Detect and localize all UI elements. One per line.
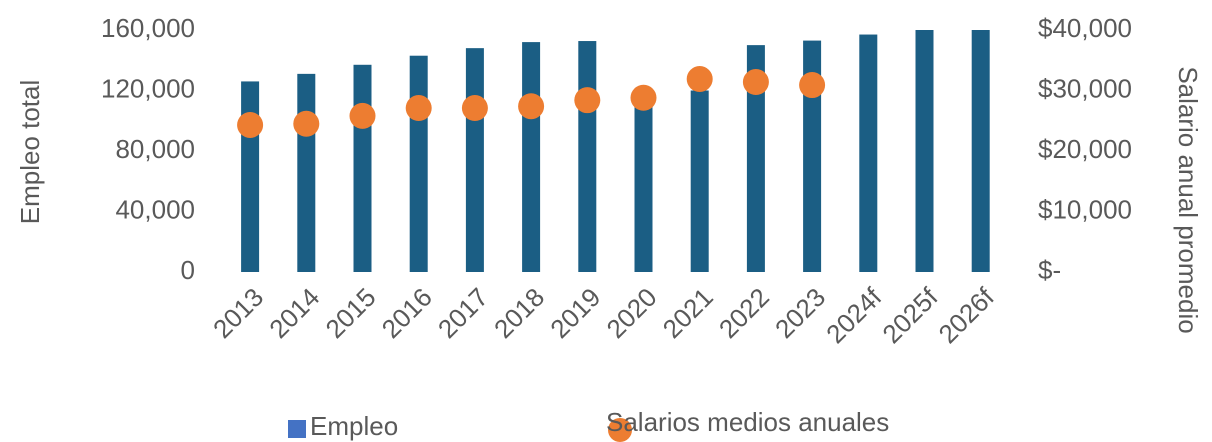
y2-tick-label: $20,000 bbox=[1038, 134, 1132, 164]
y-tick-label: 40,000 bbox=[115, 194, 195, 224]
x-tick-label: 2017 bbox=[432, 282, 494, 344]
legend-marker bbox=[288, 420, 306, 438]
bar bbox=[578, 41, 597, 273]
dot bbox=[574, 87, 601, 114]
x-tick-label: 2020 bbox=[600, 282, 662, 344]
x-tick-label: 2021 bbox=[657, 282, 719, 344]
y2-axis-title: Salario anual promedio bbox=[1173, 66, 1203, 333]
bar bbox=[634, 101, 653, 273]
bar bbox=[353, 64, 372, 272]
x-tick-label: 2026f bbox=[933, 281, 1001, 349]
legend-marker bbox=[608, 418, 632, 442]
bar bbox=[859, 34, 878, 272]
y2-tick-label: $30,000 bbox=[1038, 73, 1132, 103]
bar bbox=[522, 42, 541, 272]
dot bbox=[686, 66, 713, 93]
bar bbox=[803, 40, 822, 273]
x-tick-label: 2014 bbox=[263, 282, 325, 344]
legend-label: Empleo bbox=[310, 411, 398, 441]
y-tick-label: 80,000 bbox=[115, 134, 195, 164]
y2-tick-label: $40,000 bbox=[1038, 13, 1132, 43]
dot bbox=[518, 93, 545, 120]
x-tick-label: 2015 bbox=[319, 282, 381, 344]
bar bbox=[409, 55, 428, 273]
dot bbox=[237, 111, 264, 138]
dot bbox=[461, 95, 488, 122]
y2-tick-label: $10,000 bbox=[1038, 194, 1132, 224]
bar bbox=[915, 30, 934, 272]
bar bbox=[690, 90, 709, 272]
dot bbox=[630, 84, 657, 111]
x-tick-label: 2019 bbox=[544, 282, 606, 344]
dot bbox=[293, 110, 320, 137]
bar bbox=[465, 48, 484, 273]
x-tick-label: 2013 bbox=[207, 282, 269, 344]
bar bbox=[297, 73, 316, 272]
y2-tick-label: $- bbox=[1038, 255, 1061, 285]
dot bbox=[349, 102, 376, 129]
x-tick-label: 2024f bbox=[820, 281, 888, 349]
dot bbox=[742, 69, 769, 96]
bar bbox=[971, 30, 990, 272]
x-tick-label: 2025f bbox=[876, 281, 944, 349]
x-tick-label: 2022 bbox=[713, 282, 775, 344]
bar bbox=[746, 45, 765, 272]
legend-label: Salarios medios anuales bbox=[606, 407, 889, 437]
y-tick-label: 0 bbox=[181, 255, 195, 285]
x-tick-label: 2023 bbox=[769, 282, 831, 344]
bar bbox=[241, 81, 260, 272]
y-axis-title: Empleo total bbox=[15, 80, 45, 225]
x-tick-label: 2018 bbox=[488, 282, 550, 344]
dot bbox=[405, 95, 432, 122]
x-tick-label: 2016 bbox=[376, 282, 438, 344]
dot bbox=[799, 72, 826, 99]
y-tick-label: 160,000 bbox=[101, 13, 195, 43]
y-tick-label: 120,000 bbox=[101, 73, 195, 103]
